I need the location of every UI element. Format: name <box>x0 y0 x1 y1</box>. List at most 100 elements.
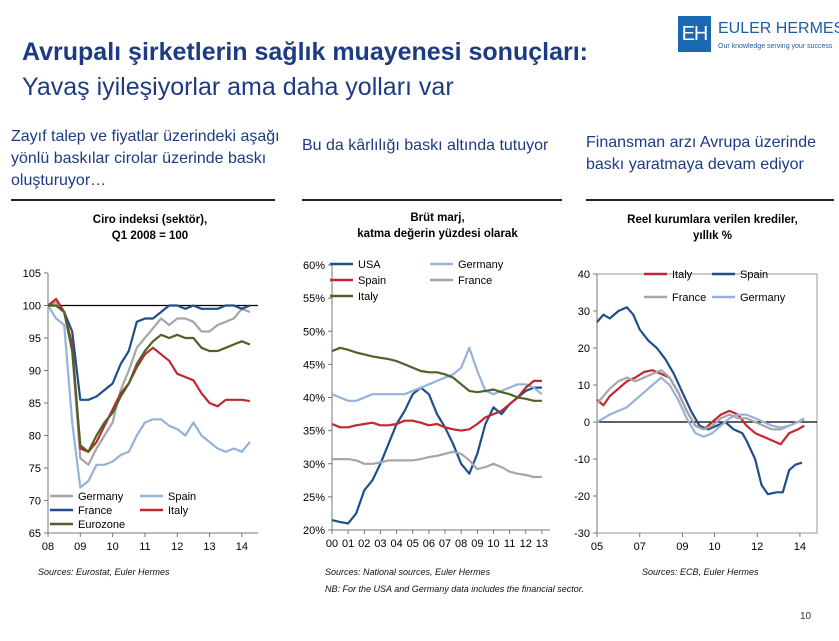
chart3-x-tick-label: 09 <box>676 541 688 553</box>
logo-mark: EH <box>678 16 711 52</box>
chart1-series-germany <box>47 301 251 466</box>
chart2-x-tick-label: 13 <box>536 538 548 550</box>
chart1-y-tick-label: 105 <box>23 268 41 280</box>
chart2-series-france <box>332 450 542 479</box>
chart3-legend-label-spain: Spain <box>740 269 768 281</box>
chart2-title: Brüt marj, katma değerin yüzdesi olarak <box>310 210 565 242</box>
chart2-y-tick-label: 40% <box>303 393 325 405</box>
logo-name: EULER HERMES <box>718 20 839 37</box>
chart3-legend-label-italy: Italy <box>672 269 693 281</box>
chart2-x-tick-label: 04 <box>390 538 402 550</box>
chart1-y-tick-label: 80 <box>29 431 41 443</box>
chart3-x-tick-label: 05 <box>591 541 603 553</box>
page-subtitle: Yavaş iyileşiyorlar ama daha yolları var <box>22 73 454 101</box>
chart1-y-tick-label: 70 <box>29 496 41 508</box>
chart2-x-tick-label: 06 <box>423 538 435 550</box>
column-divider-3 <box>586 199 834 201</box>
chart1-title-line2: Q1 2008 = 100 <box>111 230 189 242</box>
page-number: 10 <box>800 611 812 622</box>
chart2-y-tick-label: 30% <box>303 459 325 471</box>
column-heading-turnover: Zayıf talep ve fiyatlar üzerindeki aşağı… <box>11 128 280 189</box>
corporate-credit-chart: -30 -20 -10 0 10 20 30 40 05 07 09 10 12 14 Italy Spain… <box>574 269 818 553</box>
chart1-title: Ciro indeksi (sektör), Q1 2008 = 100 <box>30 212 270 244</box>
chart3-title-line1: Reel kurumlara verilen krediler, <box>627 214 798 226</box>
chart2-series-germany <box>331 346 543 402</box>
chart3-title-line2: yıllık % <box>693 230 732 242</box>
chart3-series-spain <box>596 306 803 496</box>
chart2-x-tick-label: 01 <box>342 538 354 550</box>
chart3-legend-label-germany: Germany <box>740 292 786 304</box>
column-heading-credit: Finansman arzı Avrupa üzerinde baskı yar… <box>586 134 817 173</box>
chart2-x-tick-label: 10 <box>487 538 499 550</box>
chart1-x-tick-label: 14 <box>236 541 248 553</box>
chart1-legend-label-italy: Italy <box>168 505 189 517</box>
chart3-x-tick-label: 10 <box>708 541 720 553</box>
chart1-x-tick-label: 09 <box>74 541 86 553</box>
chart2-title-line2: katma değerin yüzdesi olarak <box>357 228 518 240</box>
chart2-y-tick-label: 25% <box>303 492 325 504</box>
chart1-legend-label-germany: Germany <box>78 491 124 503</box>
chart1-series-eurozone <box>48 304 251 453</box>
chart1-y-tick-label: 65 <box>29 528 41 540</box>
chart2-y-tick-label: 45% <box>303 359 325 371</box>
chart2-title-line1: Brüt marj, <box>410 212 465 224</box>
chart2-y-tick-label: 60% <box>303 260 325 272</box>
chart2-x-tick-label: 12 <box>520 538 532 550</box>
logo-tagline: Our knowledge serving your success <box>718 43 833 50</box>
chart3-y-tick-label: -30 <box>574 528 590 540</box>
chart3-y-tick-label: -20 <box>574 491 590 503</box>
chart2-legend-label-italy: Italy <box>358 291 379 303</box>
chart1-y-tick-label: 85 <box>29 398 41 410</box>
chart2-x-tick-label: 05 <box>407 538 419 550</box>
chart2-series-spain <box>331 379 542 432</box>
chart3-x-tick-label: 07 <box>634 541 646 553</box>
chart2-legend-label-france: France <box>458 275 492 287</box>
chart3-x-tick-label: 14 <box>794 541 806 553</box>
chart2-x-tick-label: 02 <box>358 538 370 550</box>
chart1-y-tick-label: 75 <box>29 463 41 475</box>
chart3-y-tick-label: 30 <box>578 306 590 318</box>
chart2-x-tick-label: 03 <box>374 538 386 550</box>
chart2-y-tick-label: 55% <box>303 293 325 305</box>
chart1-x-tick-label: 13 <box>203 541 215 553</box>
chart2-legend-label-spain: Spain <box>358 275 386 287</box>
chart1-legend-label-spain: Spain <box>168 491 196 503</box>
chart3-y-tick-label: 10 <box>578 380 590 392</box>
chart1-legend-label-eurozone: Eurozone <box>78 519 125 531</box>
chart3-y-tick-label: 0 <box>584 417 590 429</box>
chart1-source: Sources: Eurostat, Euler Hermes <box>38 567 170 577</box>
chart3-y-tick-label: 40 <box>578 269 590 281</box>
euler-hermes-logo: EH EULER HERMES Our knowledge serving yo… <box>678 16 839 56</box>
chart1-title-line1: Ciro indeksi (sektör), <box>92 214 208 226</box>
chart2-legend-label-usa: USA <box>358 259 381 271</box>
chart2-x-tick-label: 07 <box>439 538 451 550</box>
chart1-legend-label-france: France <box>78 505 112 517</box>
chart3-y-tick-label: 20 <box>578 343 590 355</box>
chart2-y-tick-label: 20% <box>303 525 325 537</box>
chart3-legend-label-france: France <box>672 292 706 304</box>
column-heading-margin: Bu da kârlılığı baskı altında tutuyor <box>302 137 549 154</box>
chart1-y-tick-label: 100 <box>23 301 41 313</box>
chart2-series-italy <box>331 346 542 402</box>
chart2-x-tick-label: 08 <box>455 538 467 550</box>
chart1-x-tick-label: 11 <box>139 541 150 553</box>
chart3-series-germany <box>596 376 805 438</box>
chart1-x-tick-label: 12 <box>171 541 183 553</box>
chart3-y-tick-label: -10 <box>574 454 590 466</box>
chart2-x-tick-label: 00 <box>326 538 338 550</box>
column-divider-1 <box>11 199 275 201</box>
chart1-x-tick-label: 10 <box>106 541 118 553</box>
chart3-title: Reel kurumlara verilen krediler, yıllık … <box>590 212 835 244</box>
chart3-series-france <box>596 369 805 431</box>
chart2-y-tick-label: 35% <box>303 426 325 438</box>
chart1-series-france <box>48 304 251 401</box>
turnover-index-chart: 65 70 75 80 85 90 95 100 105 08 09 10 11 12 13 14 German… <box>23 268 258 553</box>
chart1-x-tick-label: 08 <box>42 541 54 553</box>
chart3-x-tick-label: 12 <box>751 541 763 553</box>
chart1-y-tick-label: 90 <box>29 366 41 378</box>
chart1-series-italy <box>47 297 251 453</box>
chart2-source: Sources: National sources, Euler Hermes <box>325 567 491 577</box>
chart1-y-tick-label: 95 <box>29 333 41 345</box>
page-title: Avrupalı şirketlerin sağlık muayenesi so… <box>22 38 588 66</box>
chart2-x-tick-label: 09 <box>471 538 483 550</box>
